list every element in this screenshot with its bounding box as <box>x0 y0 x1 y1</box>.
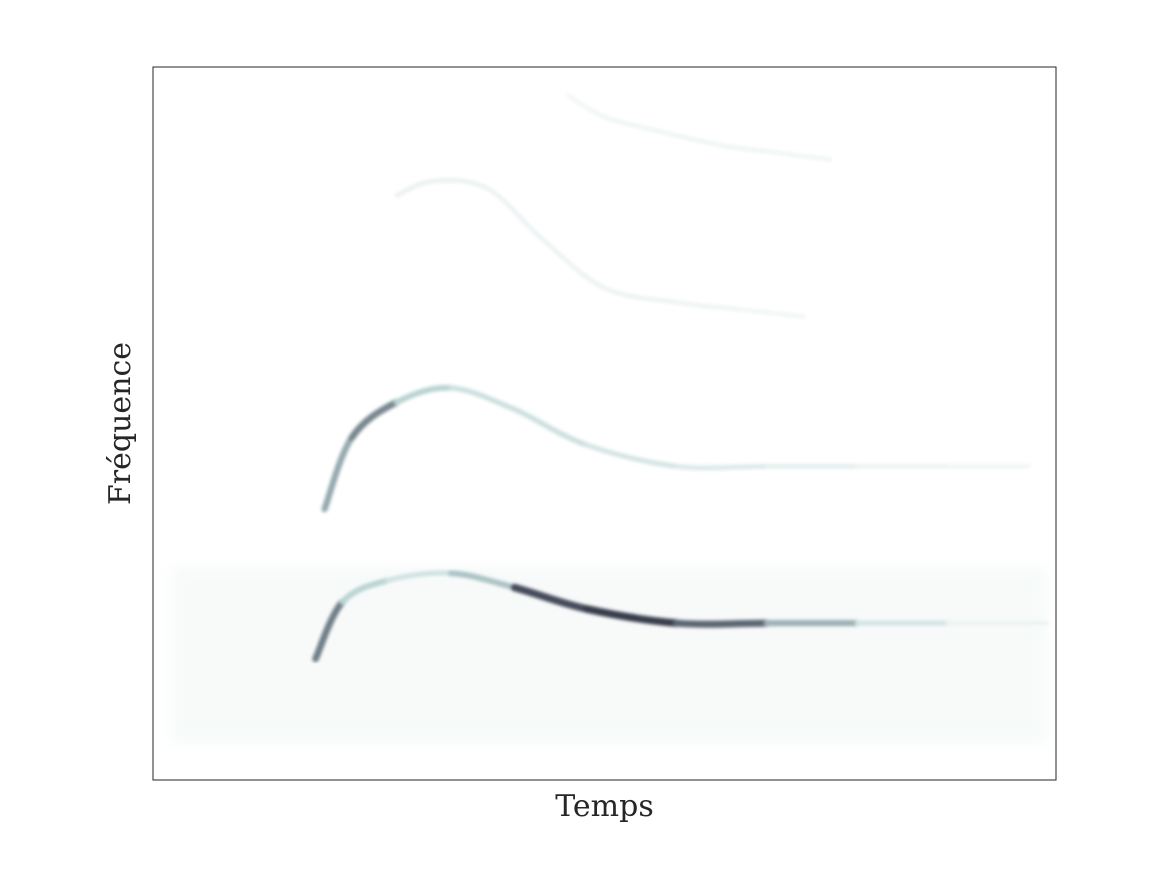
harmonic-4-segment <box>566 93 607 120</box>
harmonic-1-trace <box>312 570 1050 663</box>
harmonic-4-segment <box>773 150 833 162</box>
harmonic-2-segment <box>448 385 517 412</box>
harmonic-1-segment <box>582 605 681 627</box>
harmonic-1-segment <box>510 583 591 613</box>
harmonic-4-segment <box>602 114 661 134</box>
harmonic-3-trace <box>394 178 806 319</box>
plot-frame <box>152 66 1057 781</box>
noise-floor <box>171 566 1047 745</box>
harmonic-3-segment <box>430 178 490 191</box>
harmonic-2-trace <box>321 384 1032 513</box>
harmonic-1-segment <box>447 570 518 591</box>
harmonic-3-segment <box>484 185 544 241</box>
harmonic-2-segment <box>393 384 454 406</box>
plot-content <box>171 93 1050 745</box>
harmonic-2-segment <box>348 398 401 442</box>
harmonic-3-segment <box>539 235 607 291</box>
harmonic-3-segment <box>394 178 436 198</box>
harmonic-4-segment <box>656 128 725 148</box>
harmonic-2-segment <box>511 406 590 448</box>
harmonic-4-segment <box>719 143 779 155</box>
harmonic-3-segment <box>674 300 743 312</box>
y-axis-label: Fréquence <box>103 342 138 505</box>
harmonic-3-segment <box>737 307 806 319</box>
x-axis-label: Temps <box>555 789 653 824</box>
harmonic-1-segment <box>339 577 391 605</box>
harmonic-2-segment <box>321 434 355 513</box>
harmonic-3-segment <box>602 285 679 305</box>
harmonic-4-trace <box>566 93 833 162</box>
harmonic-1-segment <box>385 570 454 583</box>
harmonic-1-segment <box>312 598 347 663</box>
harmonic-2-segment <box>674 463 770 471</box>
harmonic-2-segment <box>583 442 680 469</box>
harmonic-1-segment <box>673 619 771 628</box>
